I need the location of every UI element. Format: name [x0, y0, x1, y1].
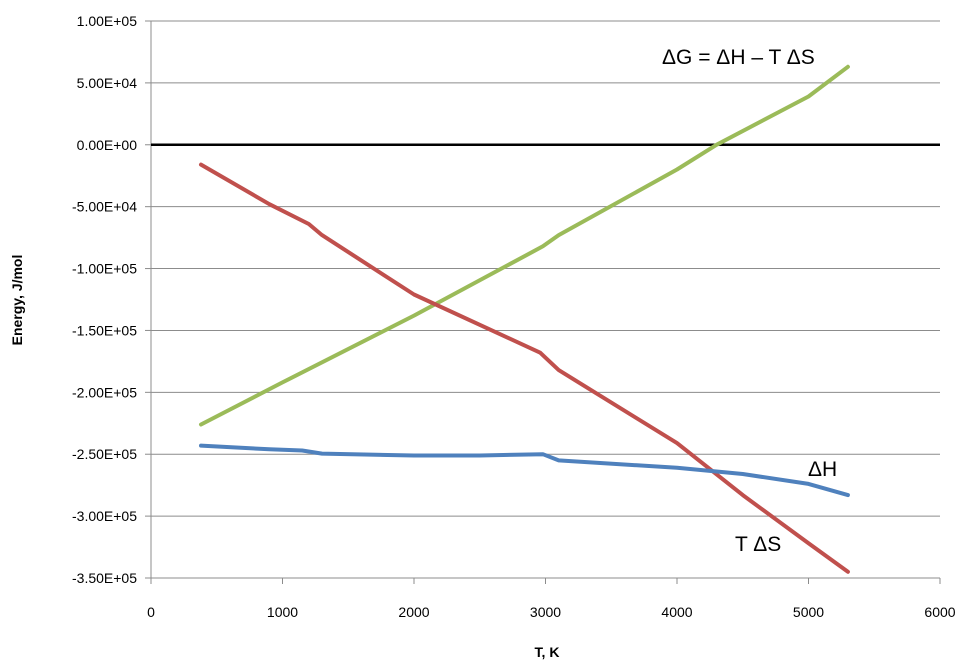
y-tick-label: 0.00E+00 — [77, 137, 138, 153]
y-tick-label: 5.00E+04 — [77, 75, 138, 91]
y-tick-label: -2.00E+05 — [72, 384, 137, 400]
x-tick-label: 1000 — [267, 604, 298, 620]
x-tick-label: 6000 — [924, 604, 955, 620]
y-tick-label: -3.00E+05 — [72, 508, 137, 524]
y-tick-label: -1.50E+05 — [72, 322, 137, 338]
x-tick-label: 2000 — [398, 604, 429, 620]
annotation-delta-g: ΔG = ΔH – T ΔS — [662, 46, 815, 69]
series-line-1 — [199, 162, 850, 574]
gridlines — [145, 20, 941, 584]
annotation-t-delta-s: T ΔS — [735, 533, 781, 556]
y-tick-label: -3.50E+05 — [72, 570, 137, 586]
y-tick-label: -5.00E+04 — [72, 199, 137, 215]
annotation-delta-h: ΔH — [808, 458, 837, 481]
x-tick-label: 4000 — [661, 604, 692, 620]
x-tick-labels: 0 1000 2000 3000 4000 5000 6000 — [147, 604, 956, 620]
series-line-0 — [199, 64, 850, 427]
x-tick-label: 5000 — [793, 604, 824, 620]
y-tick-label: -1.00E+05 — [72, 261, 137, 277]
y-tick-label: -2.50E+05 — [72, 446, 137, 462]
series-lines — [199, 64, 850, 574]
series-line-2 — [199, 443, 850, 498]
x-tick-label: 0 — [147, 604, 155, 620]
y-tick-labels: 1.00E+05 5.00E+04 0.00E+00 -5.00E+04 -1.00E+… — [72, 13, 137, 586]
y-axis-title: Energy, J/mol — [9, 255, 25, 346]
y-tick-label: 1.00E+05 — [77, 13, 138, 29]
x-tick-label: 3000 — [530, 604, 561, 620]
x-axis-title: T, K — [535, 644, 560, 660]
